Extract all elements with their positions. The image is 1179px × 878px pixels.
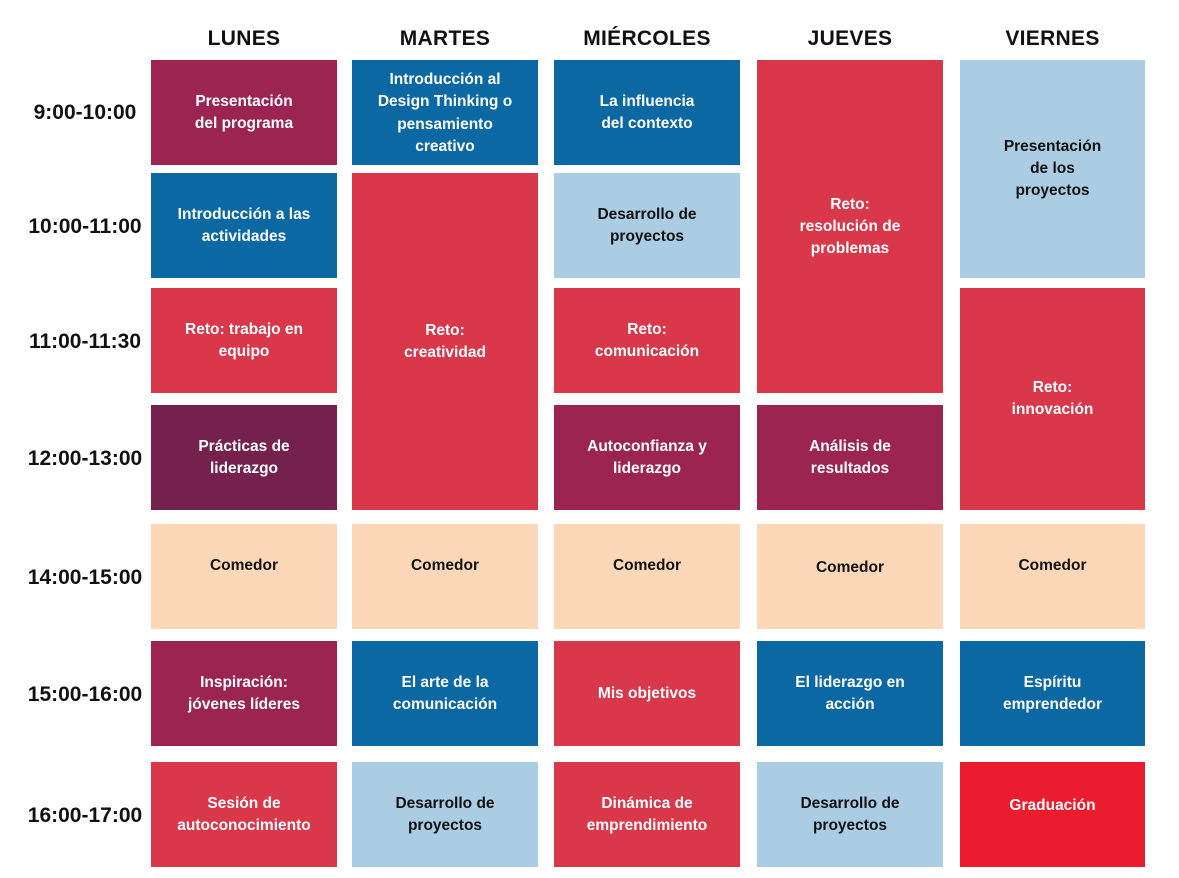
schedule-block: Reto: comunicación: [554, 288, 740, 393]
block-label: Desarrollo de proyectos: [597, 205, 697, 245]
schedule-block: Comedor: [757, 524, 943, 629]
block-label: La influencia del contexto: [599, 92, 695, 132]
block-label: Comedor: [1018, 557, 1087, 574]
block-label: Presentación del programa: [194, 92, 294, 132]
day-header-viernes: VIERNES: [1005, 27, 1100, 50]
schedule-block: Comedor: [960, 524, 1145, 629]
schedule-block: Espíritu emprendedor: [960, 641, 1145, 746]
block-label: Desarrollo de proyectos: [395, 794, 495, 834]
block-label: Introducción a las actividades: [177, 205, 311, 245]
schedule-block: Desarrollo de proyectos: [352, 762, 538, 867]
block-label: Comedor: [815, 559, 885, 576]
schedule-block: Comedor: [352, 524, 538, 629]
block-label: innovación: [1011, 401, 1094, 418]
block-label: Espíritu emprendedor: [1002, 673, 1103, 713]
block-label: Introducción al Design Thinking o pensam…: [377, 70, 513, 156]
schedule-block: Reto: creatividad: [352, 173, 538, 510]
block-label: Comedor: [612, 557, 682, 574]
schedule-block: Introducción a las actividades: [151, 173, 337, 278]
schedule-block: Desarrollo de proyectos: [757, 762, 943, 867]
block-label: Graduación: [1009, 797, 1096, 814]
schedule-block: Prácticas de liderazgo: [151, 405, 337, 510]
block-label: comunicación: [594, 342, 700, 360]
day-header-martes: MARTES: [399, 27, 491, 50]
block-label: Inspiración: jóvenes líderes: [187, 673, 300, 713]
schedule-block: Inspiración: jóvenes líderes: [151, 641, 337, 746]
schedule-block: Sesión de autoconocimiento: [151, 762, 337, 867]
schedule-block: Desarrollo de proyectos: [554, 173, 740, 278]
schedule-block: Reto: resolución de problemas: [757, 60, 943, 393]
day-header-jueves: JUEVES: [807, 27, 893, 50]
block-label: Presentación de los proyectos: [1003, 138, 1102, 199]
schedule-block: Comedor: [554, 524, 740, 629]
block-label: Reto:: [1032, 379, 1073, 396]
schedule-block: Mis objetivos: [554, 641, 740, 746]
schedule-block: Introducción al Design Thinking o pensam…: [352, 60, 538, 165]
block-label: Reto:: [425, 321, 465, 339]
schedule-block: El arte de la comunicación: [352, 641, 538, 746]
schedule-block: Presentación de los proyectos: [960, 60, 1145, 278]
schedule-block: Análisis de resultados: [757, 405, 943, 510]
block-label: El liderazgo en acción: [795, 673, 905, 713]
block-label: Autoconfianza y liderazgo: [587, 437, 707, 477]
day-header-lunes: LUNES: [207, 27, 281, 50]
schedule-block: La influencia del contexto: [554, 60, 740, 165]
schedule-block: Dinámica de emprendimiento: [554, 762, 740, 867]
time-label: 15:00-16:00: [27, 683, 143, 706]
day-header-miercoles: MIÉRCOLES: [583, 27, 711, 50]
time-label: 14:00-15:00: [27, 566, 143, 589]
block-label: Reto: trabajo en equipo: [185, 320, 303, 360]
time-label: 9:00-10:00: [33, 101, 137, 124]
block-label: resolución de problemas: [799, 217, 901, 257]
block-label: Reto:: [627, 320, 667, 338]
time-label: 12:00-13:00: [27, 447, 143, 470]
block-label: Prácticas de liderazgo: [198, 437, 290, 477]
block-label: Dinámica de emprendimiento: [586, 794, 708, 834]
schedule-block: Reto: innovación: [960, 288, 1145, 510]
block-label: creatividad: [404, 343, 486, 361]
schedule-block: Presentación del programa: [151, 60, 337, 165]
schedule-block: Reto: trabajo en equipo: [151, 288, 337, 393]
schedule-block: Autoconfianza y liderazgo: [554, 405, 740, 510]
block-label: Reto:: [830, 195, 870, 213]
block-label: Comedor: [410, 557, 480, 574]
block-label: Análisis de resultados: [809, 437, 891, 477]
schedule-block: Graduación: [960, 762, 1145, 867]
block-label: El arte de la comunicación: [392, 673, 498, 713]
block-label: Desarrollo de proyectos: [800, 794, 900, 834]
time-label: 11:00-11:30: [28, 330, 142, 353]
schedule-block: El liderazgo en acción: [757, 641, 943, 746]
time-label: 10:00-11:00: [28, 215, 142, 238]
time-label: 16:00-17:00: [27, 804, 143, 827]
schedule-block: Comedor: [151, 524, 337, 629]
block-label: Sesión de autoconocimiento: [177, 794, 311, 834]
block-label: Mis objetivos: [597, 684, 697, 702]
block-label: Comedor: [209, 557, 279, 574]
